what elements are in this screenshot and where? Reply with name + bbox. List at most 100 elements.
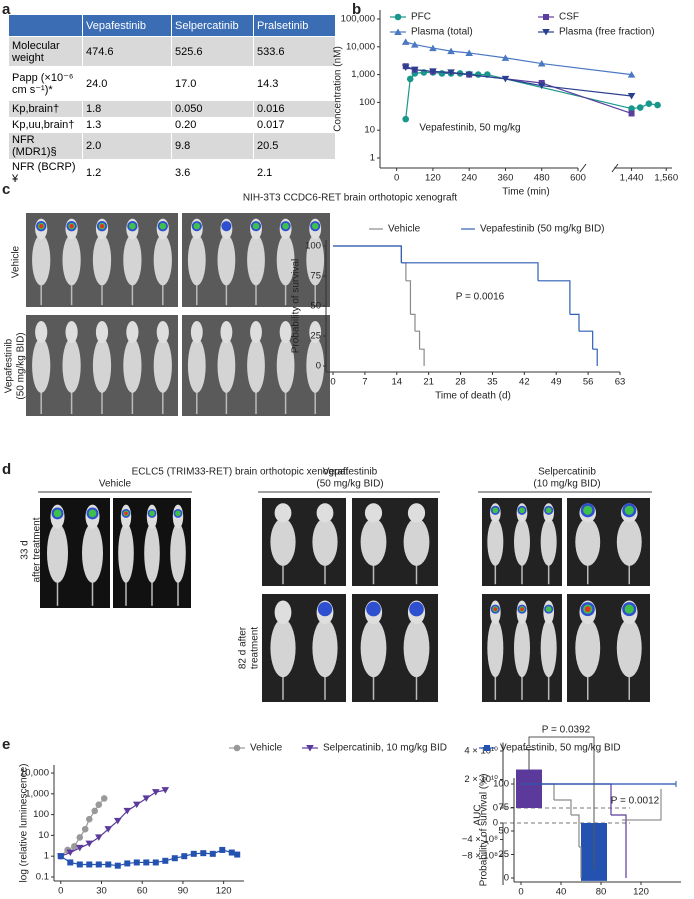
mouse-body — [270, 618, 296, 678]
mouse-body — [306, 338, 325, 393]
data-point — [628, 110, 635, 117]
signal — [520, 607, 524, 611]
mouse-body — [514, 518, 530, 566]
data-point — [447, 47, 455, 55]
table-body: Molecular weight 474.6 525.6 533.6 Papp (×10… — [8, 36, 336, 187]
signal — [53, 509, 62, 518]
data-point — [406, 75, 414, 83]
mouse-body — [247, 338, 265, 393]
series-line — [405, 66, 632, 97]
data-point — [429, 68, 437, 75]
table-cell: 1.3 — [82, 117, 172, 133]
data-point — [104, 826, 113, 833]
signal — [624, 505, 634, 515]
corner-cell — [8, 14, 83, 37]
column-header: Vepafestinib — [82, 14, 172, 37]
data-point — [57, 853, 64, 860]
mouse-body — [153, 234, 172, 286]
mouse-body — [123, 234, 142, 286]
x-tick-label: 1,440 — [620, 173, 644, 184]
survival-step — [333, 245, 402, 263]
x-tick-label: 63 — [615, 377, 626, 388]
x-tick-label: 240 — [461, 173, 477, 184]
row-label: NFR (MDR1)§ — [8, 132, 83, 160]
annotation: P = 0.0012 — [611, 796, 660, 807]
mouse-body — [217, 234, 236, 286]
x-tick-label: 120 — [425, 173, 441, 184]
row-label: after treatment — [32, 517, 43, 582]
legend-marker — [394, 13, 402, 21]
panel-letter: d — [2, 461, 11, 478]
x-tick-label: 0 — [518, 887, 523, 898]
signal — [193, 222, 201, 230]
mouse-body — [82, 523, 103, 583]
properties-table: Vepafestinib Selpercatinib Pralsetinib M… — [8, 14, 336, 187]
survival-step — [538, 280, 571, 315]
survival-step — [571, 814, 580, 847]
x-tick-label: 28 — [455, 377, 466, 388]
data-point — [85, 815, 93, 823]
legend-label: Vehicle — [388, 224, 421, 235]
y-tick-label: 0 — [493, 803, 498, 814]
panel-letter: c — [2, 181, 10, 198]
table-cell: 0.016 — [253, 100, 336, 118]
data-point — [654, 101, 661, 109]
data-point — [75, 844, 84, 852]
row-label: 82 d after — [238, 626, 249, 669]
significance-bracket — [528, 736, 595, 870]
mouse-body — [575, 518, 601, 566]
y-axis-label: Concentration (nM) — [333, 46, 344, 132]
axis-break — [579, 163, 587, 173]
signal — [124, 511, 128, 516]
table-row: NFR (MDR1)§ 2.0 9.8 20.5 — [8, 132, 336, 160]
mouse-head — [35, 321, 48, 344]
series-line — [405, 71, 658, 120]
table-row: Kp,brain† 1.8 0.050 0.016 — [8, 100, 336, 118]
data-point — [627, 92, 636, 100]
mouse-body — [312, 618, 338, 678]
data-point — [628, 105, 635, 112]
data-point — [171, 855, 178, 862]
row-label: NFR (BCRP)¥ — [8, 159, 83, 187]
signal — [493, 607, 498, 611]
y-tick-label: 100 — [305, 241, 321, 252]
signal — [282, 222, 289, 230]
y-tick-label: 100 — [33, 809, 49, 820]
mouse-head — [407, 503, 426, 523]
data-point — [151, 789, 160, 796]
y-axis-label: AUC — [473, 804, 484, 825]
y-tick-label: 1 — [370, 153, 375, 164]
x-tick-label: 21 — [423, 377, 434, 388]
mouse-head — [156, 321, 169, 344]
x-tick-label: 120 — [633, 887, 649, 898]
data-point — [143, 859, 150, 866]
x-tick-label: 35 — [487, 377, 498, 388]
row-label: 33 d — [20, 540, 31, 559]
signal — [624, 604, 634, 614]
axis-break — [611, 163, 619, 173]
group-label: (50 mg/kg BID) — [316, 479, 383, 490]
data-point — [66, 849, 75, 857]
mouse-head — [274, 503, 292, 523]
y-tick-label: 100,000 — [341, 14, 375, 25]
data-point — [228, 849, 235, 856]
data-point — [190, 850, 197, 857]
legend-marker — [543, 14, 549, 20]
mouse-body — [32, 338, 51, 393]
x-tick-label: 7 — [362, 377, 367, 388]
column-header: Pralsetinib — [253, 14, 336, 37]
data-point — [81, 825, 89, 833]
signal — [583, 505, 593, 515]
data-point — [501, 75, 510, 83]
survival-step — [554, 799, 572, 816]
row-label: (50 mg/kg BID) — [16, 332, 27, 399]
series-line — [405, 41, 632, 76]
x-tick-label: 42 — [519, 377, 530, 388]
y-tick-label: 10,000 — [346, 41, 375, 52]
survival-step — [333, 245, 402, 263]
mouse-body — [187, 234, 206, 286]
data-point — [124, 860, 131, 867]
mouse-body — [514, 618, 530, 678]
y-tick-label: 100 — [493, 779, 509, 790]
data-point — [465, 49, 473, 56]
